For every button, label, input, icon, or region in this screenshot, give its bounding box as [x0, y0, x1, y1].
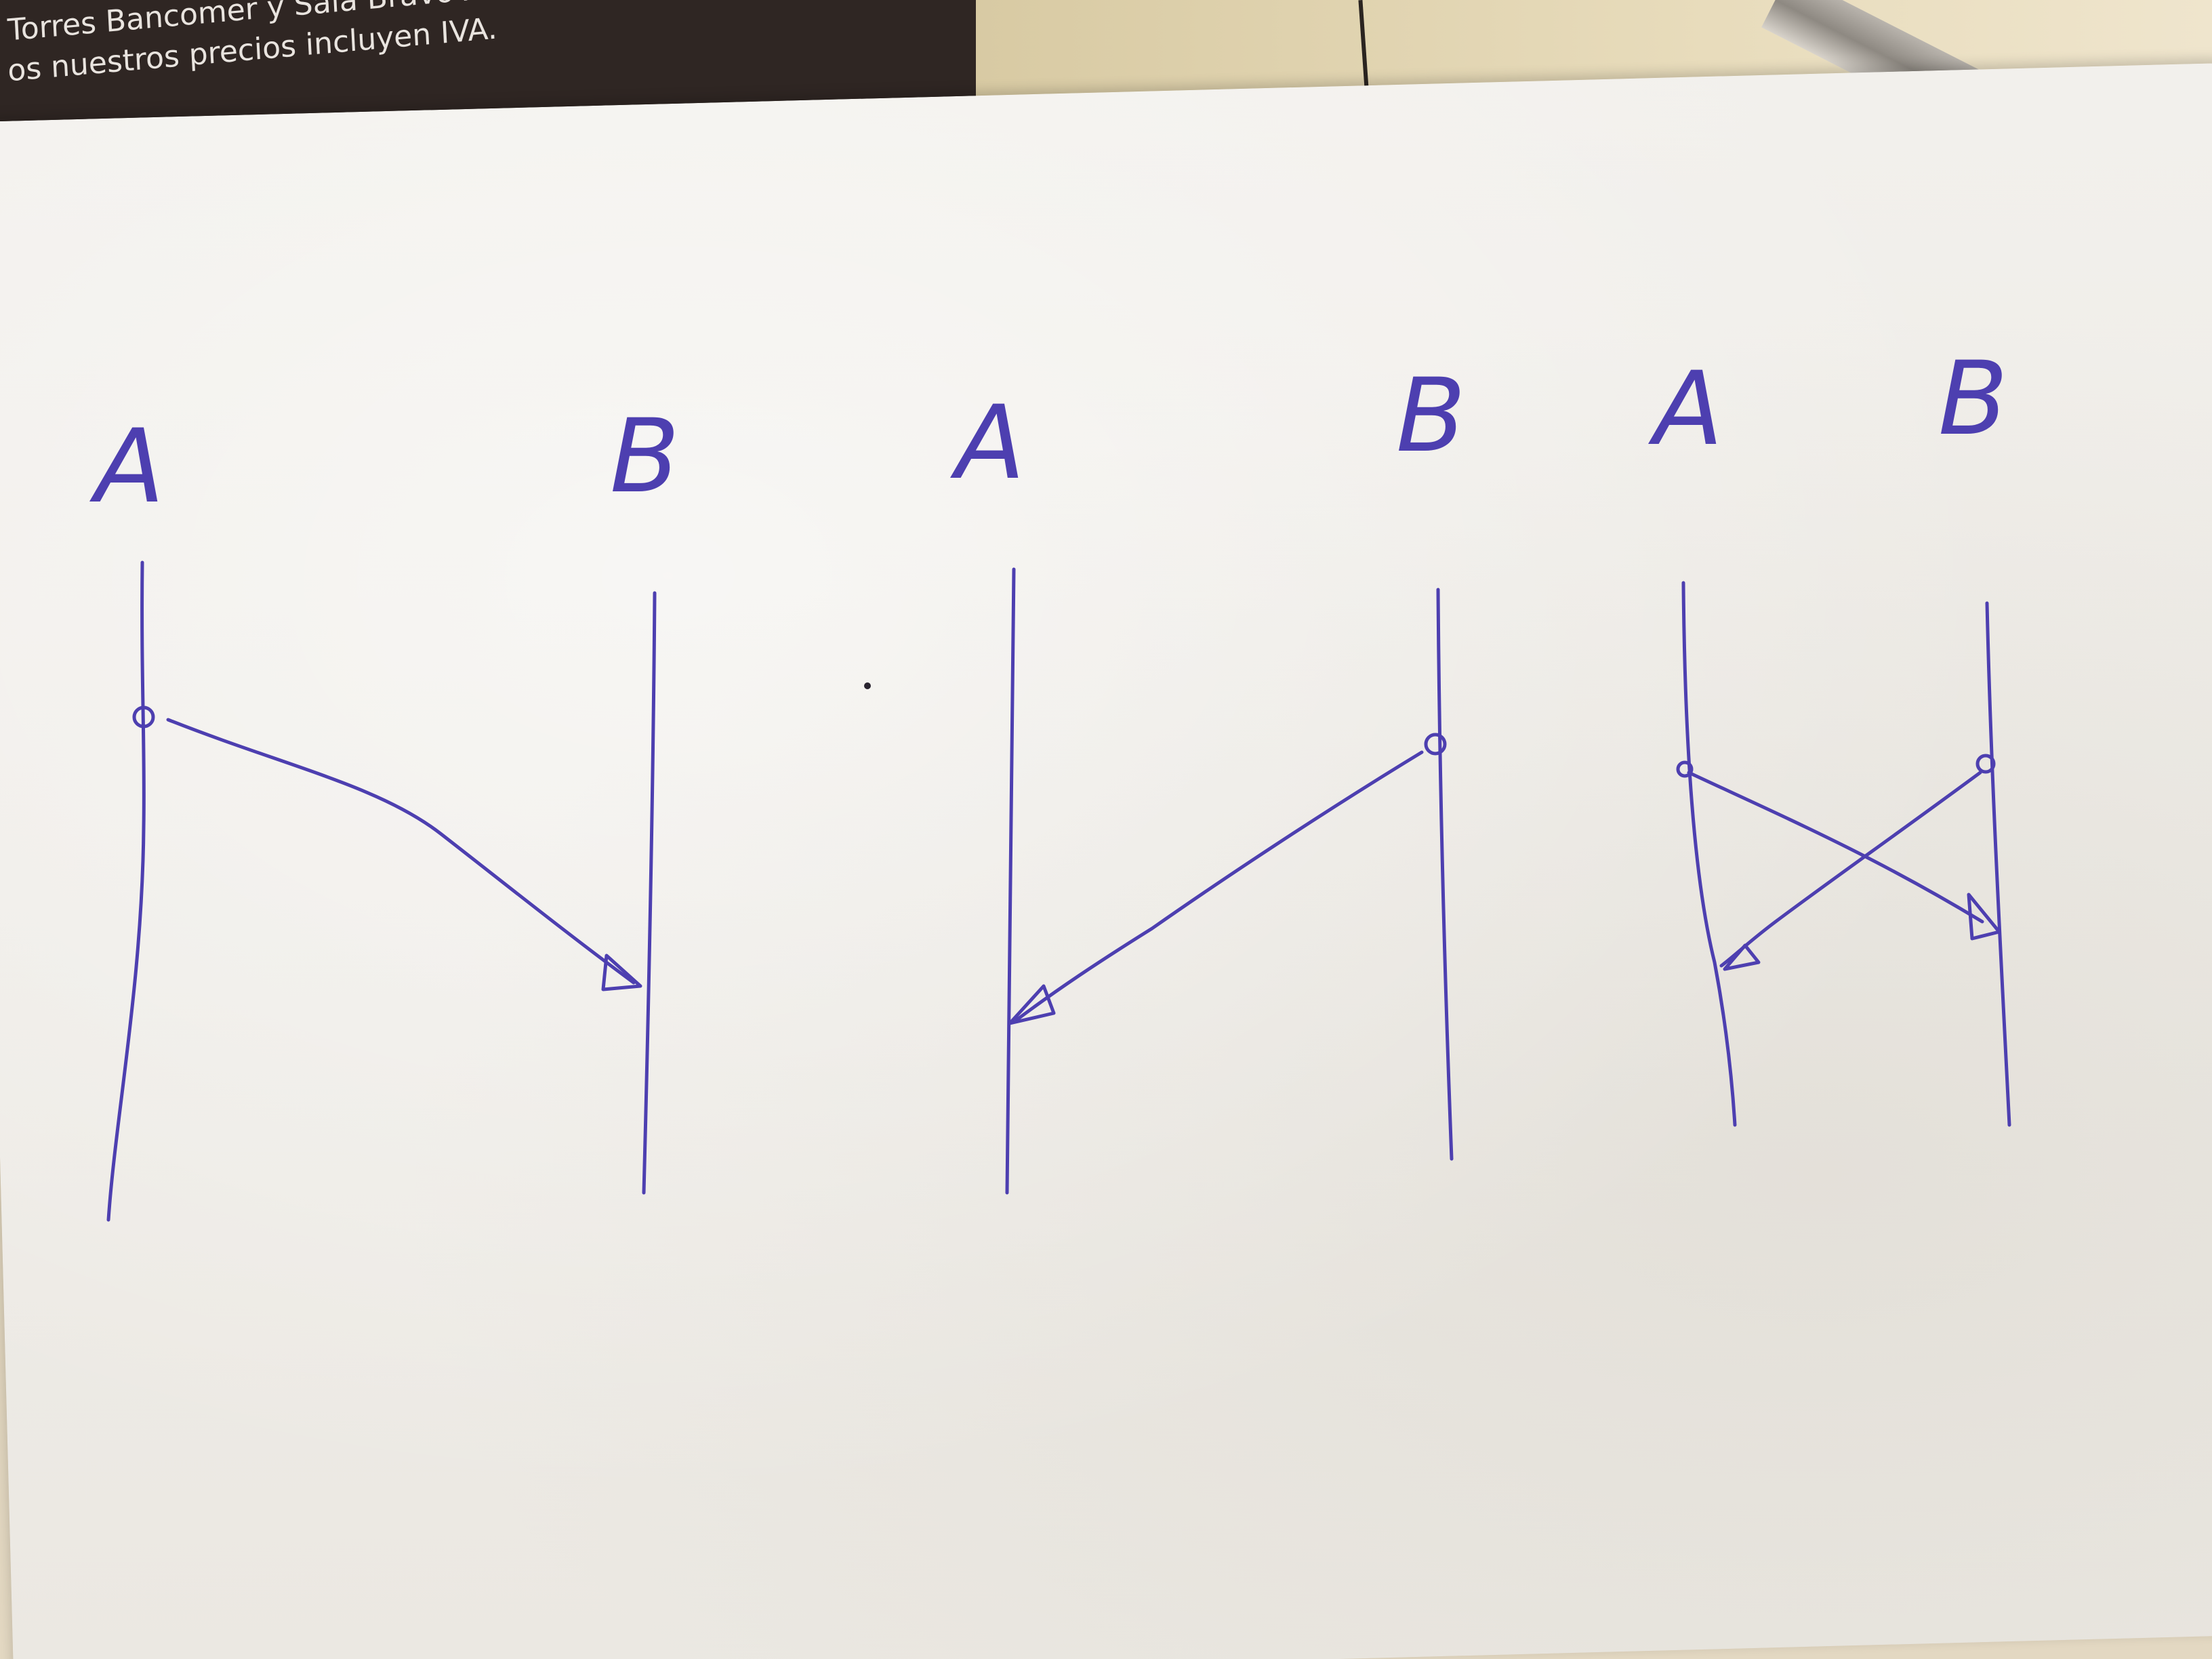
- panel-3-message-a-to-b: [1687, 771, 1984, 924]
- panel-2-label-a: A: [950, 384, 1025, 502]
- panel-1-lifeline-a: [106, 560, 146, 1222]
- panel-3-arrowhead-b: [1967, 893, 2001, 941]
- panel-3-arrowhead-a: [1723, 943, 1761, 971]
- panel-3-lifeline-a: [1681, 581, 1737, 1127]
- panel-3-label-b: B: [1938, 340, 2008, 458]
- panel-1-label-b: B: [610, 398, 680, 516]
- panel-2-arrowhead: [1008, 984, 1056, 1025]
- panel-2-label-b: B: [1396, 357, 1466, 475]
- panel-2-lifeline-b: [1436, 588, 1454, 1161]
- diagram-panel-3: A B: [1648, 340, 2011, 1127]
- panel-2-lifeline-a: [1005, 567, 1016, 1195]
- panel-3-send-point-a: [1676, 760, 1694, 778]
- panel-2-message-arrow: [1015, 750, 1424, 1022]
- diagram-panel-1: A B: [89, 398, 680, 1222]
- panel-3-label-a: A: [1648, 350, 1723, 468]
- panel-1-label-a: A: [89, 408, 165, 526]
- panel-3-message-b-to-a: [1719, 771, 1982, 968]
- panel-3-lifeline-b: [1985, 601, 2011, 1127]
- panel-1-message-arrow: [166, 718, 636, 985]
- panel-2-send-point: [1424, 733, 1447, 756]
- panel-1-lifeline-b: [642, 591, 657, 1195]
- ink-dot: [864, 682, 871, 689]
- panel-3-send-point-b: [1975, 754, 1996, 774]
- diagram-panel-2: A B: [950, 357, 1466, 1195]
- panel-1-send-point: [132, 705, 155, 729]
- panel-1-arrowhead: [601, 954, 642, 991]
